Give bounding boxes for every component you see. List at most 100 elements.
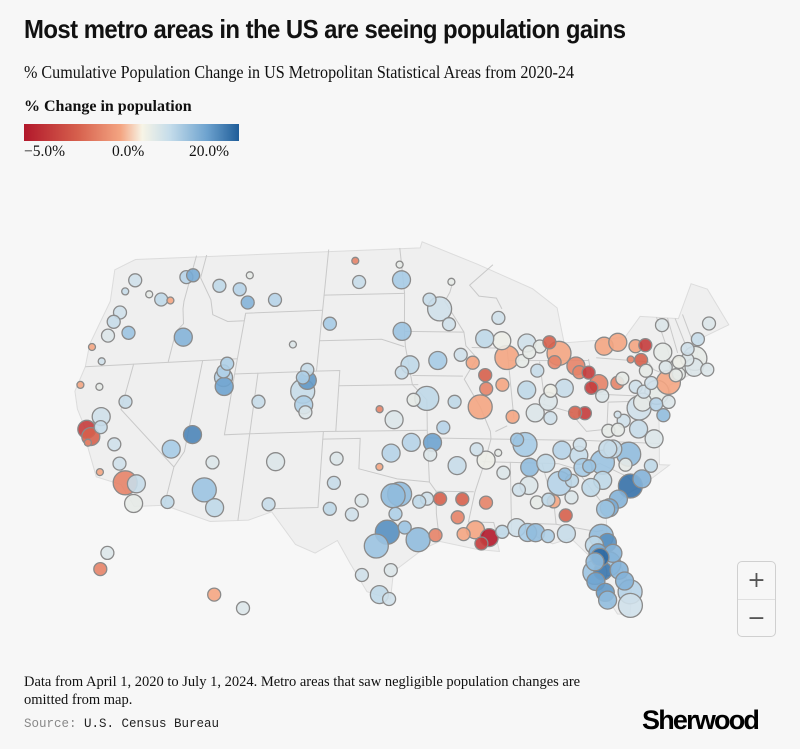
metro-bubble[interactable] <box>615 371 630 386</box>
metro-bubble[interactable] <box>121 287 130 296</box>
metro-bubble[interactable] <box>154 292 169 307</box>
metro-bubble[interactable] <box>491 310 506 326</box>
metro-bubble[interactable] <box>582 459 597 474</box>
metro-bubble[interactable] <box>585 552 605 572</box>
metro-bubble[interactable] <box>383 562 398 578</box>
metro-bubble[interactable] <box>161 439 181 459</box>
metro-bubble[interactable] <box>618 457 633 472</box>
metro-bubble[interactable] <box>447 394 462 409</box>
metro-bubble[interactable] <box>204 498 225 518</box>
metro-bubble[interactable] <box>638 363 654 378</box>
metro-bubble[interactable] <box>381 591 397 607</box>
metro-bubble[interactable] <box>556 523 577 544</box>
metro-bubble[interactable] <box>567 405 583 420</box>
metro-bubble[interactable] <box>608 332 628 352</box>
metro-bubble[interactable] <box>267 292 283 308</box>
metro-bubble[interactable] <box>701 316 717 331</box>
metro-bubble[interactable] <box>93 419 108 435</box>
metro-bubble[interactable] <box>441 317 457 332</box>
metro-bubble[interactable] <box>581 365 596 380</box>
metro-bubble[interactable] <box>614 571 635 591</box>
metro-bubble[interactable] <box>232 282 247 297</box>
metro-bubble[interactable] <box>495 524 510 539</box>
metro-bubble[interactable] <box>542 335 557 350</box>
metro-bubble[interactable] <box>572 437 587 452</box>
metro-bubble[interactable] <box>517 380 537 400</box>
metro-bubble[interactable] <box>478 367 493 383</box>
metro-bubble[interactable] <box>363 533 389 559</box>
metro-bubble[interactable] <box>494 448 503 457</box>
metro-bubble[interactable] <box>656 408 671 423</box>
metro-bubble[interactable] <box>322 501 337 516</box>
metro-bubble[interactable] <box>558 508 573 523</box>
metro-bubble[interactable] <box>529 495 545 510</box>
metro-bubble[interactable] <box>354 567 370 583</box>
metro-bubble[interactable] <box>395 260 404 269</box>
metro-bubble[interactable] <box>397 520 412 535</box>
metro-bubble[interactable] <box>613 410 622 419</box>
metro-bubble[interactable] <box>554 378 574 398</box>
metro-bubble[interactable] <box>288 340 298 349</box>
metro-bubble[interactable] <box>128 273 143 288</box>
metro-bubble[interactable] <box>628 419 649 439</box>
metro-bubble[interactable] <box>212 278 227 293</box>
metro-bubble[interactable] <box>520 457 540 477</box>
metro-bubble[interactable] <box>648 397 664 412</box>
metro-bubble[interactable] <box>392 321 412 342</box>
metro-bubble[interactable] <box>455 492 470 507</box>
metro-bubble[interactable] <box>436 420 451 435</box>
metro-bubble[interactable] <box>671 354 687 370</box>
metro-bubble[interactable] <box>453 347 468 362</box>
metro-bubble[interactable] <box>220 356 235 371</box>
metro-bubble[interactable] <box>658 360 673 375</box>
metro-bubble[interactable] <box>344 507 360 522</box>
metro-bubble[interactable] <box>76 380 85 390</box>
metro-bubble[interactable] <box>93 561 108 577</box>
metro-bubble[interactable] <box>456 526 471 542</box>
metro-bubble[interactable] <box>123 493 144 514</box>
metro-bubble[interactable] <box>83 438 93 447</box>
metro-bubble[interactable] <box>107 437 122 452</box>
metro-bubble[interactable] <box>496 465 511 480</box>
metro-bubble[interactable] <box>564 490 579 505</box>
us-map[interactable] <box>0 165 800 660</box>
metro-bubble[interactable] <box>668 368 683 383</box>
metro-bubble[interactable] <box>118 394 133 409</box>
metro-bubble[interactable] <box>597 590 618 610</box>
metro-bubble[interactable] <box>525 403 545 423</box>
metro-bubble[interactable] <box>185 268 201 283</box>
metro-bubble[interactable] <box>126 474 147 494</box>
metro-bubble[interactable] <box>182 424 203 445</box>
metro-bubble[interactable] <box>536 453 556 473</box>
metro-bubble[interactable] <box>173 327 193 347</box>
metro-bubble[interactable] <box>509 432 525 447</box>
metro-bubble[interactable] <box>191 477 217 503</box>
metro-bubble[interactable] <box>354 493 369 508</box>
metro-bubble[interactable] <box>450 510 465 525</box>
metro-bubble[interactable] <box>97 357 106 366</box>
metro-bubble[interactable] <box>610 422 626 437</box>
metro-bubble[interactable] <box>478 495 494 510</box>
metro-bubble[interactable] <box>700 362 715 377</box>
metro-bubble[interactable] <box>428 528 443 543</box>
metro-bubble[interactable] <box>626 355 635 364</box>
metro-bubble[interactable] <box>530 363 545 378</box>
metro-bubble[interactable] <box>384 410 404 430</box>
metro-bubble[interactable] <box>547 355 562 370</box>
metro-bubble[interactable] <box>95 382 104 391</box>
metro-bubble[interactable] <box>422 292 437 307</box>
metro-bubble[interactable] <box>423 447 438 462</box>
metro-bubble[interactable] <box>595 499 616 519</box>
metro-bubble[interactable] <box>322 316 338 331</box>
metro-bubble[interactable] <box>465 355 480 370</box>
metro-bubble[interactable] <box>106 314 121 329</box>
metro-bubble[interactable] <box>329 451 344 466</box>
metro-bubble[interactable] <box>295 370 311 385</box>
metro-bubble[interactable] <box>541 492 556 507</box>
metro-bubble[interactable] <box>469 442 484 457</box>
metro-bubble[interactable] <box>381 443 401 463</box>
metro-bubble[interactable] <box>552 440 572 460</box>
metro-bubble[interactable] <box>391 270 412 290</box>
metro-bubble[interactable] <box>207 587 222 602</box>
metro-bubble[interactable] <box>412 494 427 509</box>
